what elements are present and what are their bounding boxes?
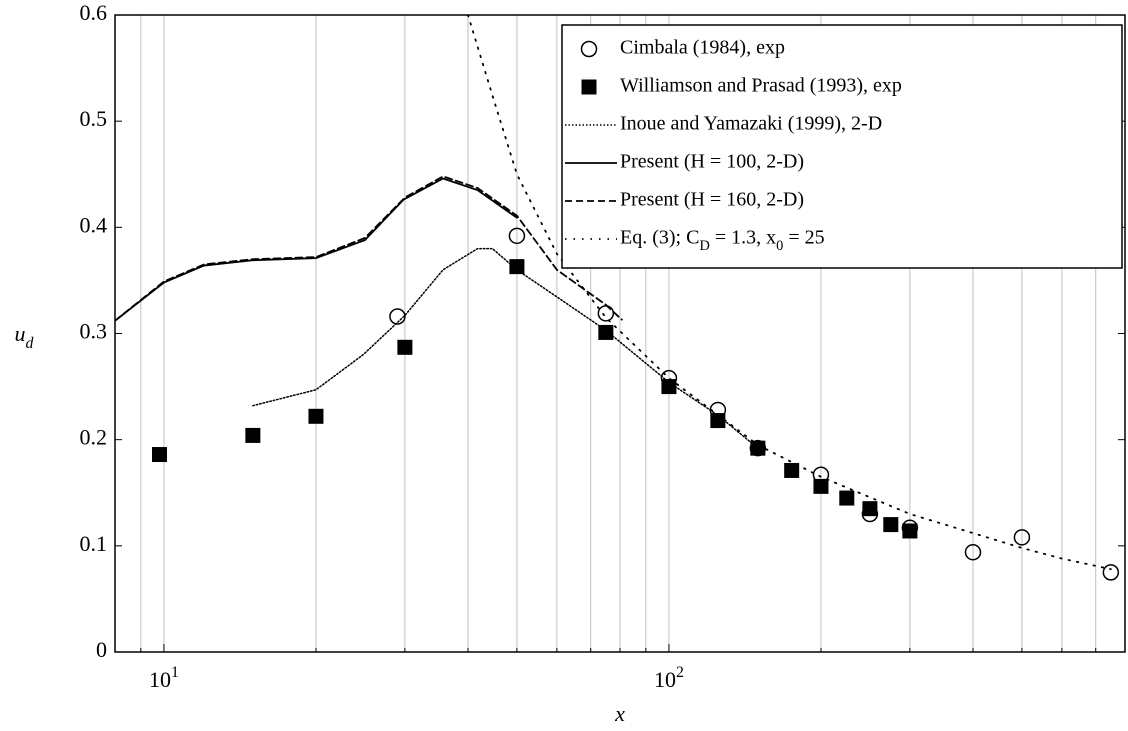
data-point [862,501,878,517]
data-point [597,305,615,322]
data-point [508,227,526,245]
y-tick-label: 0.4 [80,212,108,237]
legend-label: Present (H = 100, 2-D) [620,151,804,173]
data-point [661,379,677,395]
y-tick-label: 0.1 [80,531,108,556]
data-line [115,177,518,322]
data-point [1102,564,1120,581]
legend-label: Cimbala (1984), exp [620,37,785,59]
y-tick-label: 0 [96,637,107,662]
x-tick-label: 101 [149,664,179,692]
plot-area [115,15,1120,581]
data-line [252,247,759,449]
data-point [598,324,614,340]
data-point [883,517,899,533]
data-point [902,523,918,539]
data-point [389,308,406,325]
x-tick-label: 102 [654,664,684,692]
x-axis-label: x [614,701,625,726]
data-point [710,413,726,429]
data-line [115,175,623,322]
y-tick-label: 0.6 [80,0,108,25]
y-axis-label: ud [15,321,34,352]
legend-label: Williamson and Prasad (1993), exp [620,75,902,97]
legend-label: Present (H = 160, 2-D) [620,189,804,211]
data-point [509,259,525,275]
data-point [152,447,168,463]
data-point [813,478,829,494]
legend-label: Inoue and Yamazaki (1999), 2-D [620,113,882,135]
data-point [784,462,800,478]
legend: Cimbala (1984), exp Williamson and Prasad… [561,24,1123,269]
legend-box [561,24,1123,269]
data-line [467,15,1112,571]
data-point [1013,529,1031,546]
data-point [245,427,261,443]
legend-marker [581,79,597,95]
plot-frame [114,14,1126,653]
y-tick-label: 0.5 [80,106,108,131]
data-point [397,339,413,355]
legend-marker [580,40,598,58]
y-tick-label: 0.2 [80,425,108,450]
data-point [308,408,324,424]
data-point [964,543,982,561]
y-tick-label: 0.3 [80,319,108,344]
data-point [839,490,855,506]
